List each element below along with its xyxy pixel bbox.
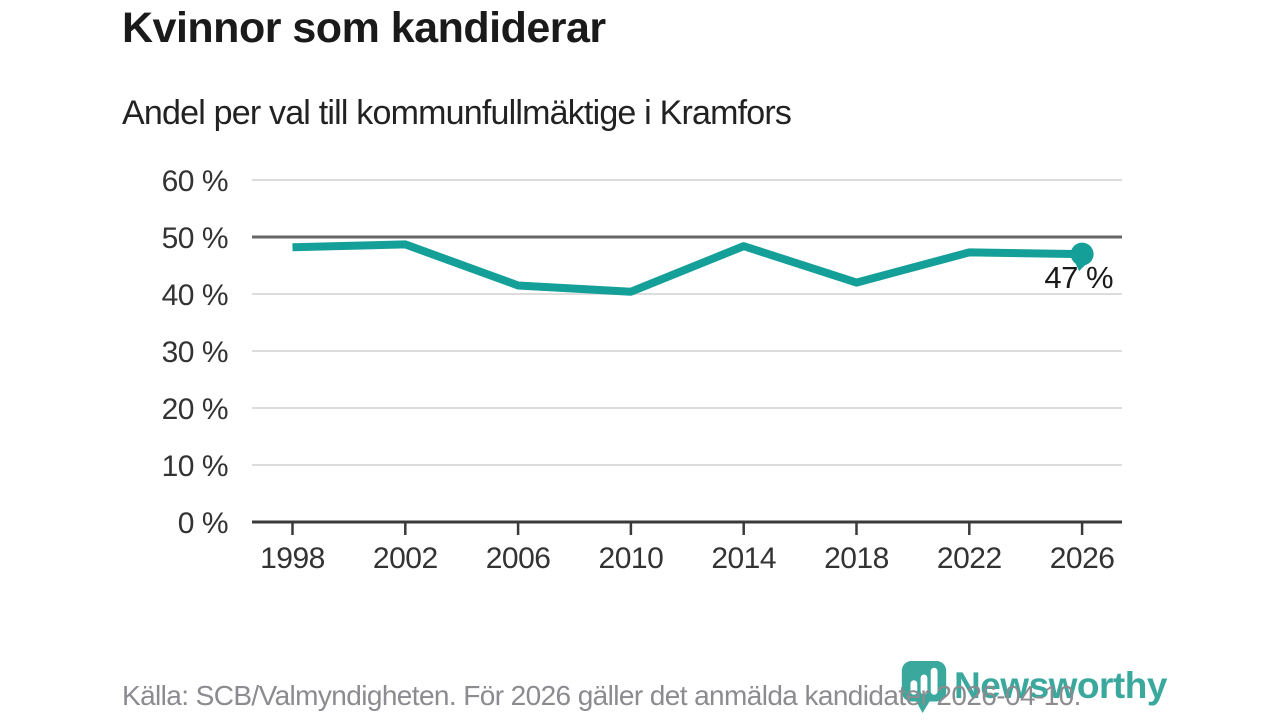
- chart-title: Kvinnor som kandiderar: [122, 4, 606, 52]
- x-axis-label: 2006: [486, 542, 551, 575]
- source-note: Källa: SCB/Valmyndigheten. För 2026 gäll…: [122, 680, 1081, 711]
- y-axis-label: 20 %: [162, 393, 228, 426]
- y-axis-label: 10 %: [162, 450, 228, 483]
- newsworthy-wordmark: Newsworthy: [954, 665, 1167, 706]
- x-axis-label: 2022: [937, 542, 1002, 575]
- trend-line: [292, 240, 1083, 296]
- x-axis-label: 2026: [1050, 542, 1115, 575]
- x-axis-label: 2018: [824, 542, 889, 575]
- x-axis-label: 2014: [711, 542, 776, 575]
- y-axis-label: 0 %: [178, 507, 228, 540]
- y-axis-label: 60 %: [162, 165, 228, 198]
- newsworthy-barchart-pin-icon: [901, 660, 947, 714]
- chart-subtitle: Andel per val till kommunfullmäktige i K…: [122, 94, 792, 132]
- x-axis-label: 2002: [373, 542, 438, 575]
- x-axis-label: 2010: [599, 542, 664, 575]
- end-point-label: 47 %: [1044, 260, 1113, 295]
- end-point-marker: [1070, 242, 1094, 266]
- x-axis-label: 1998: [260, 542, 325, 575]
- y-axis-label: 50 %: [162, 222, 228, 255]
- newsworthy-logo: Newsworthy: [900, 660, 1167, 714]
- y-axis-label: 40 %: [162, 279, 228, 312]
- y-axis-label: 30 %: [162, 336, 228, 369]
